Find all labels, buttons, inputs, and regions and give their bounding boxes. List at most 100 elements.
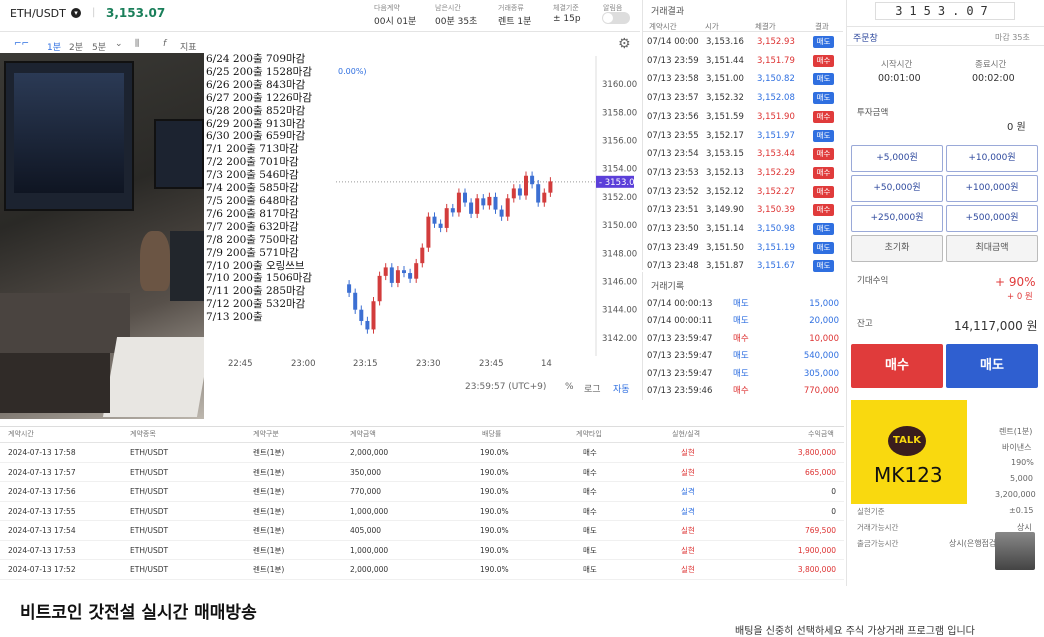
history-row[interactable]: 07/14 00:00:11 매도 20,000 (643, 312, 843, 331)
history-row[interactable]: 07/14 00:00:13 매도 15,000 (643, 295, 843, 314)
history-row[interactable]: 07/13 23:59:47 매도 540,000 (643, 347, 843, 366)
table-cell: 2024-07-13 17:53 (8, 545, 76, 555)
table-cell: 3,800,000 (797, 448, 836, 457)
indicators-button[interactable]: 지표 (180, 43, 197, 53)
symbol-label[interactable]: ETH/USDT (10, 7, 66, 20)
table-row[interactable]: 2024-07-13 17:54 ETH/USDT 렌트(1분) 405,000 190… (0, 521, 844, 541)
kakao-talk-logo: TALK (888, 426, 926, 456)
history-amount: 540,000 (803, 351, 839, 362)
table-row[interactable]: 2024-07-13 17:57 ETH/USDT 렌트(1분) 350,000 190… (0, 463, 844, 482)
y-tick-label: 3152.00 (602, 193, 637, 203)
table-cell: 매도 (583, 526, 597, 535)
table-cell: ETH/USDT (130, 565, 169, 574)
table-cell: 2024-07-13 17:57 (8, 467, 76, 477)
trade-row[interactable]: 07/13 23:51 3,149.90 3,150.39 매수 (643, 201, 843, 220)
log-scale-button[interactable]: 로그 (584, 385, 601, 395)
table-cell: 매수 (583, 506, 597, 516)
trade-row[interactable]: 07/13 23:48 3,151.87 3,151.67 매도 (643, 257, 843, 276)
table-cell: 2024-07-13 17:58 (8, 448, 76, 457)
trade-open: 3,153.15 (706, 149, 744, 160)
table-cell: 렌트(1분) (253, 565, 285, 574)
expected-label: 기대수익 (857, 276, 889, 286)
trade-open: 3,151.59 (706, 111, 744, 122)
info-max: 3,200,000 (995, 490, 1036, 499)
function-icon[interactable]: f (163, 39, 167, 49)
trade-row[interactable]: 07/13 23:53 3,152.13 3,152.29 매수 (643, 164, 843, 183)
chevron-down-icon[interactable]: ⌄ (115, 39, 123, 49)
trade-close: 3,151.79 (757, 55, 795, 66)
trade-results-header: 계약시간 시가 체결가 결과 (643, 18, 843, 32)
history-row[interactable]: 07/13 23:59:46 매수 770,000 (643, 382, 843, 401)
gear-icon[interactable]: ⚙ (618, 36, 631, 52)
candle-body (499, 209, 504, 217)
table-row[interactable]: 2024-07-13 17:52 ETH/USDT 렌트(1분) 2,000,000 1… (0, 560, 844, 580)
trade-time: 07/13 23:51 (647, 205, 699, 216)
add-100000-button[interactable]: +100,000원 (946, 175, 1038, 202)
candle-body (444, 208, 449, 228)
table-row[interactable]: 2024-07-13 17:53 ETH/USDT 렌트(1분) 1,000,000 1… (0, 541, 844, 560)
history-row[interactable]: 07/13 23:59:47 매수 10,000 (643, 330, 843, 349)
trade-row[interactable]: 07/13 23:54 3,153.15 3,153.44 매수 (643, 145, 843, 164)
history-side: 매수 (733, 333, 749, 344)
trade-result-badge: 매도 (813, 241, 834, 254)
monitor-screen (14, 73, 124, 193)
add-5000-button[interactable]: +5,000원 (851, 145, 943, 172)
sound-toggle[interactable] (602, 12, 630, 24)
table-row[interactable]: 2024-07-13 17:56 ETH/USDT 렌트(1분) 770,000 190… (0, 482, 844, 502)
trade-row[interactable]: 07/13 23:49 3,151.50 3,151.19 매도 (643, 239, 843, 258)
table-cell: 실격 (681, 506, 695, 516)
trade-row[interactable]: 07/13 23:50 3,151.14 3,150.98 매도 (643, 220, 843, 239)
buy-button[interactable]: 매수 (851, 344, 943, 388)
pct-scale-button[interactable]: % (565, 382, 574, 392)
interval-2m[interactable]: 2분 (69, 43, 84, 53)
settle-label: 체결기준 (553, 4, 579, 12)
add-500000-button[interactable]: +500,000원 (946, 205, 1038, 232)
interval-1m[interactable]: 1분 (47, 43, 62, 53)
trade-row[interactable]: 07/13 23:57 3,152.32 3,152.08 매도 (643, 89, 843, 108)
y-tick-label: 3156.00 (602, 137, 637, 147)
table-cell: 3,800,000 (797, 565, 836, 574)
trade-close: 3,152.27 (757, 186, 795, 197)
table-row[interactable]: 2024-07-13 17:58 ETH/USDT 렌트(1분) 2,000,000 1… (0, 443, 844, 463)
table-cell: 350,000 (350, 467, 382, 477)
trade-result-badge: 매도 (813, 129, 834, 142)
trade-history-title: 거래기록 (651, 282, 685, 292)
trade-row[interactable]: 07/13 23:52 3,152.12 3,152.27 매수 (643, 183, 843, 202)
add-10000-button[interactable]: +10,000원 (946, 145, 1038, 172)
auto-scale-button[interactable]: 자동 (613, 385, 630, 395)
candle-type-icon[interactable]: ⫼ (135, 39, 140, 49)
trade-row[interactable]: 07/13 23:55 3,152.17 3,151.97 매도 (643, 127, 843, 146)
candle-body (450, 208, 455, 213)
table-row[interactable]: 2024-07-13 17:55 ETH/USDT 렌트(1분) 1,000,000 1… (0, 502, 844, 521)
sell-button[interactable]: 매도 (946, 344, 1038, 388)
trade-open: 3,151.00 (706, 74, 744, 85)
history-time: 07/13 23:59:46 (647, 386, 713, 396)
sound-label: 알림음 (603, 4, 623, 12)
trade-row[interactable]: 07/13 23:58 3,151.00 3,150.82 매도 (643, 70, 843, 89)
trade-row[interactable]: 07/13 23:56 3,151.59 3,151.90 매수 (643, 108, 843, 127)
add-250000-button[interactable]: +250,000원 (851, 205, 943, 232)
trade-row[interactable]: 07/14 00:00 3,153.16 3,152.93 매도 (643, 33, 843, 52)
table-cell: 0 (831, 506, 836, 516)
candle-body (493, 196, 498, 210)
reset-button[interactable]: 초기화 (851, 235, 943, 262)
add-50000-button[interactable]: +50,000원 (851, 175, 943, 202)
note-line: 7/2 200출 701마감 (206, 156, 299, 169)
info-settle-label: 실현기준 (857, 507, 885, 516)
trade-open: 3,153.16 (706, 37, 744, 47)
history-row[interactable]: 07/13 23:59:47 매도 305,000 (643, 365, 843, 384)
trade-open: 3,152.13 (706, 167, 744, 178)
info-withdraw-value: 상시(은행점검... (949, 539, 1004, 548)
candle-body (347, 284, 352, 293)
amount-value[interactable]: 0 원 (1007, 122, 1026, 133)
trade-result-badge: 매수 (813, 166, 834, 179)
trade-time: 07/13 23:49 (647, 242, 699, 253)
max-amount-button[interactable]: 최대금액 (946, 235, 1038, 262)
candle-body (542, 192, 547, 203)
trade-row[interactable]: 07/13 23:59 3,151.44 3,151.79 매수 (643, 52, 843, 71)
draw-icon[interactable]: ⌐⌐ (14, 39, 30, 49)
table-cell: 매수 (583, 487, 597, 496)
interval-5m[interactable]: 5분 (92, 43, 107, 53)
symbol-dropdown-icon[interactable]: ▾ (71, 8, 81, 18)
trade-time: 07/13 23:56 (647, 111, 699, 122)
